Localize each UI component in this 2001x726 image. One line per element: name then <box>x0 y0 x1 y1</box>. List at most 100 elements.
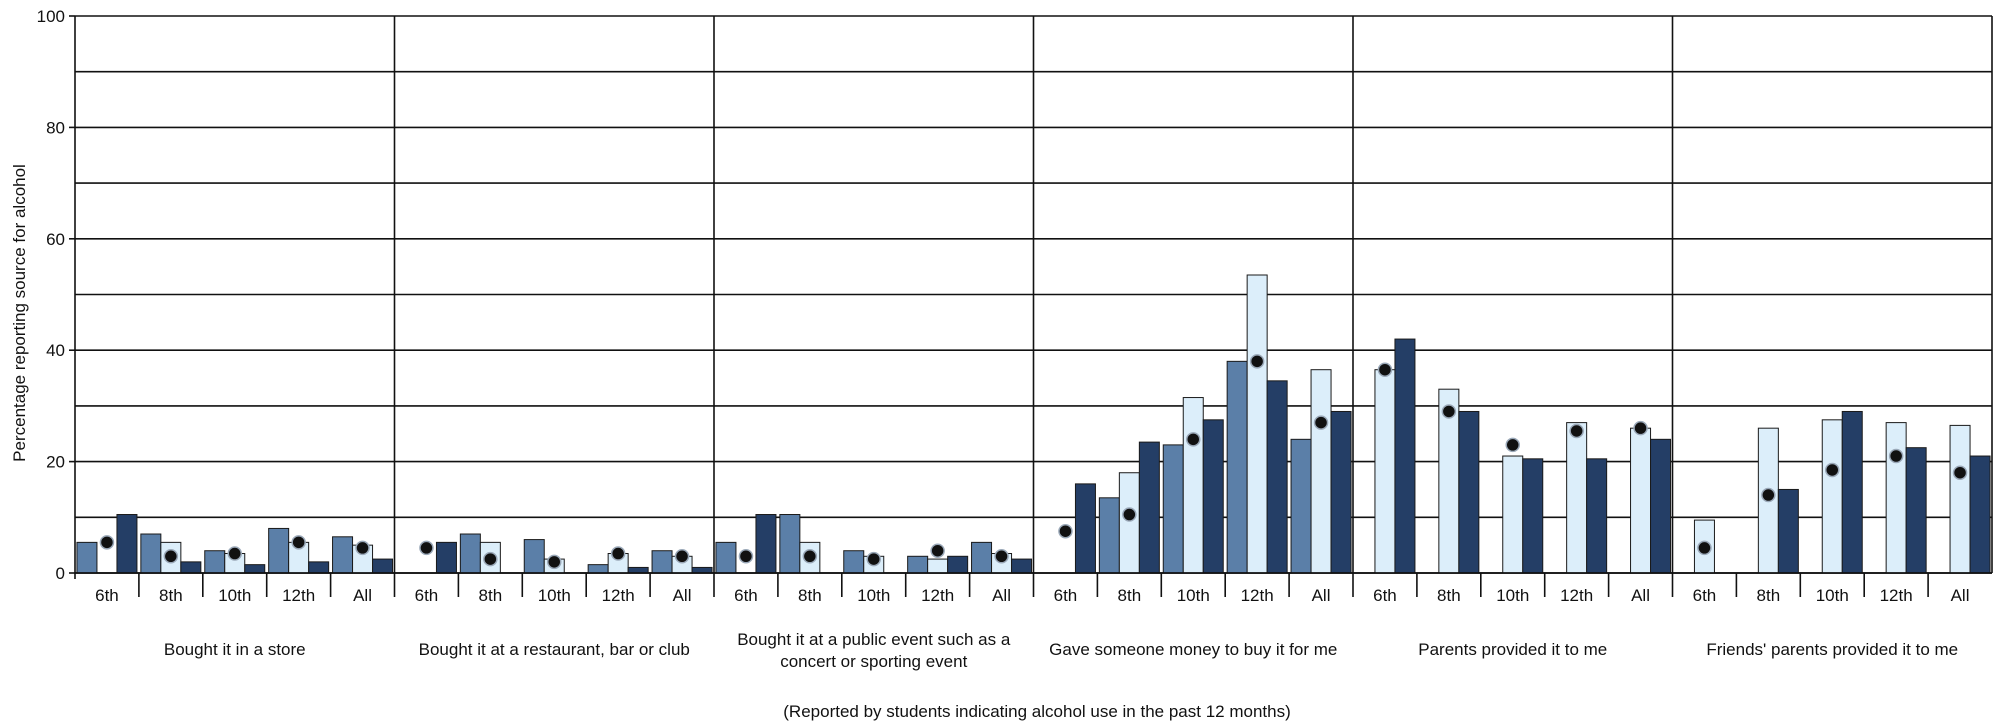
bar-series-1 <box>268 527 290 574</box>
bar-series-3 <box>180 561 202 574</box>
x-axis-footnote: (Reported by students indicating alcohol… <box>783 702 1290 721</box>
bar-series-3 <box>372 558 394 574</box>
dot-marker <box>866 551 881 567</box>
dot-marker <box>802 549 818 564</box>
bar-series-3 <box>1841 410 1863 574</box>
grade-label: 8th <box>1118 586 1142 605</box>
y-tick-label: 100 <box>37 7 65 26</box>
bar-series-1 <box>843 550 865 574</box>
bar-series-3 <box>1202 419 1224 574</box>
dot-marker <box>291 535 306 550</box>
dot-marker <box>1569 423 1584 439</box>
y-tick-label: 80 <box>46 118 65 137</box>
grade-label: 12th <box>282 586 315 605</box>
bar-series-3 <box>1522 458 1544 574</box>
grade-label: 6th <box>95 586 119 605</box>
grade-label: 6th <box>734 586 758 605</box>
bar-series-3 <box>1074 483 1096 574</box>
bar-series-1 <box>523 539 545 574</box>
category-label: Parents provided it to me <box>1418 640 1607 659</box>
y-tick-label: 40 <box>46 341 65 360</box>
dot-marker <box>163 549 179 564</box>
grade-label: 6th <box>1054 586 1078 605</box>
grade-label: 8th <box>1437 586 1461 605</box>
dot-marker <box>1888 448 1904 464</box>
dot-marker <box>1633 420 1648 436</box>
grade-label: All <box>992 586 1011 605</box>
bar-series-1 <box>651 550 673 574</box>
grade-label: 10th <box>538 586 571 605</box>
category-label: Gave someone money to buy it for me <box>1049 640 1337 659</box>
bar-series-1 <box>779 514 801 574</box>
grade-label: 12th <box>1241 586 1274 605</box>
grade-label: 12th <box>921 586 954 605</box>
category-label: Friends' parents provided it to me <box>1706 640 1958 659</box>
grade-label: 12th <box>1880 586 1913 605</box>
grade-label: 8th <box>1757 586 1781 605</box>
grade-label: 8th <box>798 586 822 605</box>
grade-label: 8th <box>159 586 183 605</box>
y-tick-label: 20 <box>46 453 65 472</box>
grade-label: 6th <box>415 586 439 605</box>
bar-series-2 <box>1374 369 1396 574</box>
dot-marker <box>1122 507 1137 522</box>
category-label: Bought it at a restaurant, bar or club <box>419 640 690 659</box>
bar-series-3 <box>1394 338 1416 574</box>
dot-marker <box>1249 354 1265 369</box>
dot-marker <box>994 549 1009 564</box>
y-axis-title: Percentage reporting source for alcohol <box>10 164 29 462</box>
bar-series-3 <box>1905 447 1927 574</box>
bar-series-2 <box>1566 422 1588 574</box>
bar-series-2 <box>1502 455 1524 574</box>
bar-series-1 <box>459 533 481 574</box>
category-label: Bought it in a store <box>164 640 306 659</box>
bar-series-1 <box>971 541 993 574</box>
bar-series-3 <box>435 541 457 574</box>
dot-marker <box>674 549 690 564</box>
dot-marker <box>1505 437 1520 453</box>
bar-series-2 <box>1310 369 1332 574</box>
bar-series-1 <box>1162 444 1184 574</box>
bar-series-3 <box>1266 380 1288 574</box>
dot-marker <box>930 543 945 558</box>
bar-series-3 <box>1586 458 1608 574</box>
bar-series-3 <box>1650 438 1672 574</box>
dot-marker <box>1186 432 1201 447</box>
bar-series-3 <box>1330 410 1352 574</box>
dot-marker <box>1697 540 1712 556</box>
bar-series-1 <box>76 541 98 574</box>
grade-label: 10th <box>1816 586 1849 605</box>
y-tick-label: 60 <box>46 230 65 249</box>
bar-series-2 <box>1949 424 1971 574</box>
bar-series-2 <box>927 558 949 574</box>
bar-series-1 <box>1226 360 1248 574</box>
bar-series-1 <box>204 550 226 574</box>
dot-marker <box>483 551 498 567</box>
grade-label: All <box>353 586 372 605</box>
dot-marker <box>1825 462 1840 478</box>
grade-label: All <box>1951 586 1970 605</box>
dot-marker <box>738 549 754 564</box>
grade-label: 10th <box>218 586 251 605</box>
bar-series-3 <box>947 555 969 574</box>
bar-series-2 <box>1885 422 1907 574</box>
dot-marker <box>1761 487 1776 503</box>
dot-marker <box>419 540 434 556</box>
category-label: Bought it at a public event such as a <box>737 630 1011 649</box>
grade-label: All <box>1312 586 1331 605</box>
bar-series-3 <box>1777 488 1799 574</box>
bar-series-1 <box>587 564 609 574</box>
dot-marker <box>227 546 242 561</box>
dot-marker <box>1313 415 1329 430</box>
dot-marker <box>1441 404 1457 419</box>
bar-series-3 <box>244 564 266 574</box>
bar-series-3 <box>116 514 138 574</box>
bar-series-1 <box>332 536 354 574</box>
bar-series-3 <box>308 561 330 574</box>
bar-series-2 <box>1182 397 1204 574</box>
bar-series-3 <box>1458 410 1480 574</box>
bar-series-2 <box>1246 274 1268 574</box>
grade-label: All <box>673 586 692 605</box>
